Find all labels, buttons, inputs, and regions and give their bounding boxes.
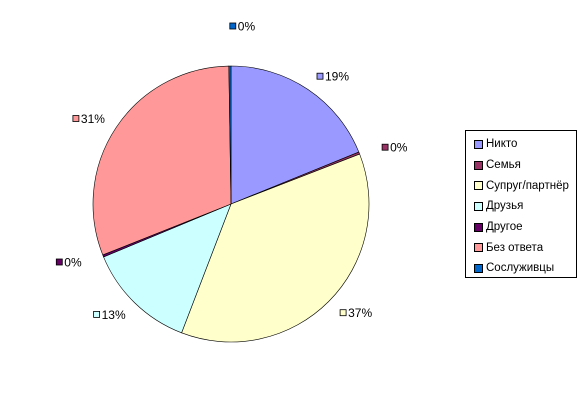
data-label-семья: 0%	[381, 141, 408, 155]
pie-slice-никто	[230, 65, 360, 205]
legend-swatch	[474, 181, 483, 191]
data-label-никто: 19%	[316, 70, 349, 84]
pie-slice-друзья	[103, 203, 232, 334]
legend-label: Сослуживцы	[486, 262, 555, 275]
data-label-text: 31%	[81, 112, 105, 126]
legend: Никто Семья Супруг/партнёр Друзья Другое Без …	[465, 130, 577, 278]
pie-slice-без-ответа	[92, 65, 232, 256]
data-label-text: 0%	[238, 20, 256, 34]
data-label-text: 0%	[64, 256, 82, 270]
legend-label: Другое	[486, 221, 523, 234]
data-label-swatch	[339, 309, 347, 317]
data-label-swatch	[316, 72, 324, 80]
legend-swatch	[474, 263, 483, 273]
legend-label: Без ответа	[486, 241, 544, 254]
legend-swatch	[474, 243, 483, 253]
legend-label: Супруг/партнёр	[486, 179, 569, 192]
legend-swatch	[474, 160, 483, 170]
data-label-без-ответа: 31%	[72, 112, 105, 126]
legend-item-сослуживцы: Сослуживцы	[466, 258, 576, 279]
legend-label: Семья	[486, 159, 521, 172]
legend-swatch	[474, 222, 483, 232]
data-label-swatch	[229, 22, 237, 30]
legend-item-друзья: Друзья	[466, 196, 576, 217]
data-label-сослуживцы: 0%	[229, 20, 256, 34]
legend-item-супруг-партнёр: Супруг/партнёр	[466, 175, 576, 196]
data-label-swatch	[381, 143, 389, 151]
data-labels: 19% 0% 37% 13% 0% 31% 0%	[55, 20, 408, 322]
pie-slices	[92, 65, 370, 343]
pie-slice-супруг-партнёр	[181, 153, 370, 343]
legend-item-никто: Никто	[466, 134, 576, 155]
data-label-text: 0%	[390, 141, 408, 155]
pie-slice-сослуживцы	[228, 65, 232, 205]
legend-label: Друзья	[486, 200, 524, 213]
data-label-swatch	[93, 310, 100, 318]
data-label-text: 19%	[325, 70, 349, 84]
data-label-swatch	[55, 258, 63, 266]
legend-swatch	[474, 201, 483, 211]
legend-label: Никто	[486, 138, 518, 151]
data-label-text: 13%	[102, 308, 126, 322]
legend-swatch	[474, 139, 483, 149]
data-label-swatch	[72, 115, 80, 122]
data-label-другое: 0%	[55, 256, 82, 270]
data-label-супруг-партнёр: 37%	[339, 306, 372, 320]
legend-item-без-ответа: Без ответа	[466, 237, 576, 258]
data-label-text: 37%	[348, 306, 372, 320]
legend-item-другое: Другое	[466, 217, 576, 238]
legend-item-семья: Семья	[466, 155, 576, 176]
data-label-друзья: 13%	[93, 308, 126, 322]
